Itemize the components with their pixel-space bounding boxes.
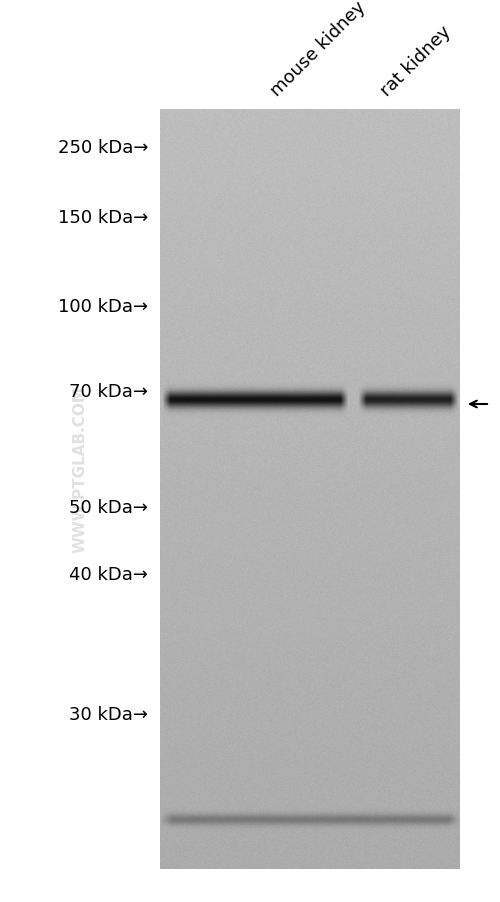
- Text: 50 kDa→: 50 kDa→: [69, 499, 148, 517]
- Text: 40 kDa→: 40 kDa→: [69, 566, 148, 584]
- Text: 30 kDa→: 30 kDa→: [69, 705, 148, 723]
- Text: mouse kidney: mouse kidney: [268, 0, 369, 100]
- Text: 70 kDa→: 70 kDa→: [69, 382, 148, 400]
- Text: rat kidney: rat kidney: [378, 23, 454, 100]
- Text: 100 kDa→: 100 kDa→: [58, 298, 148, 316]
- Text: 250 kDa→: 250 kDa→: [58, 139, 148, 157]
- Text: WWW.PTGLAB.COM: WWW.PTGLAB.COM: [72, 386, 88, 552]
- Text: 150 kDa→: 150 kDa→: [58, 208, 148, 226]
